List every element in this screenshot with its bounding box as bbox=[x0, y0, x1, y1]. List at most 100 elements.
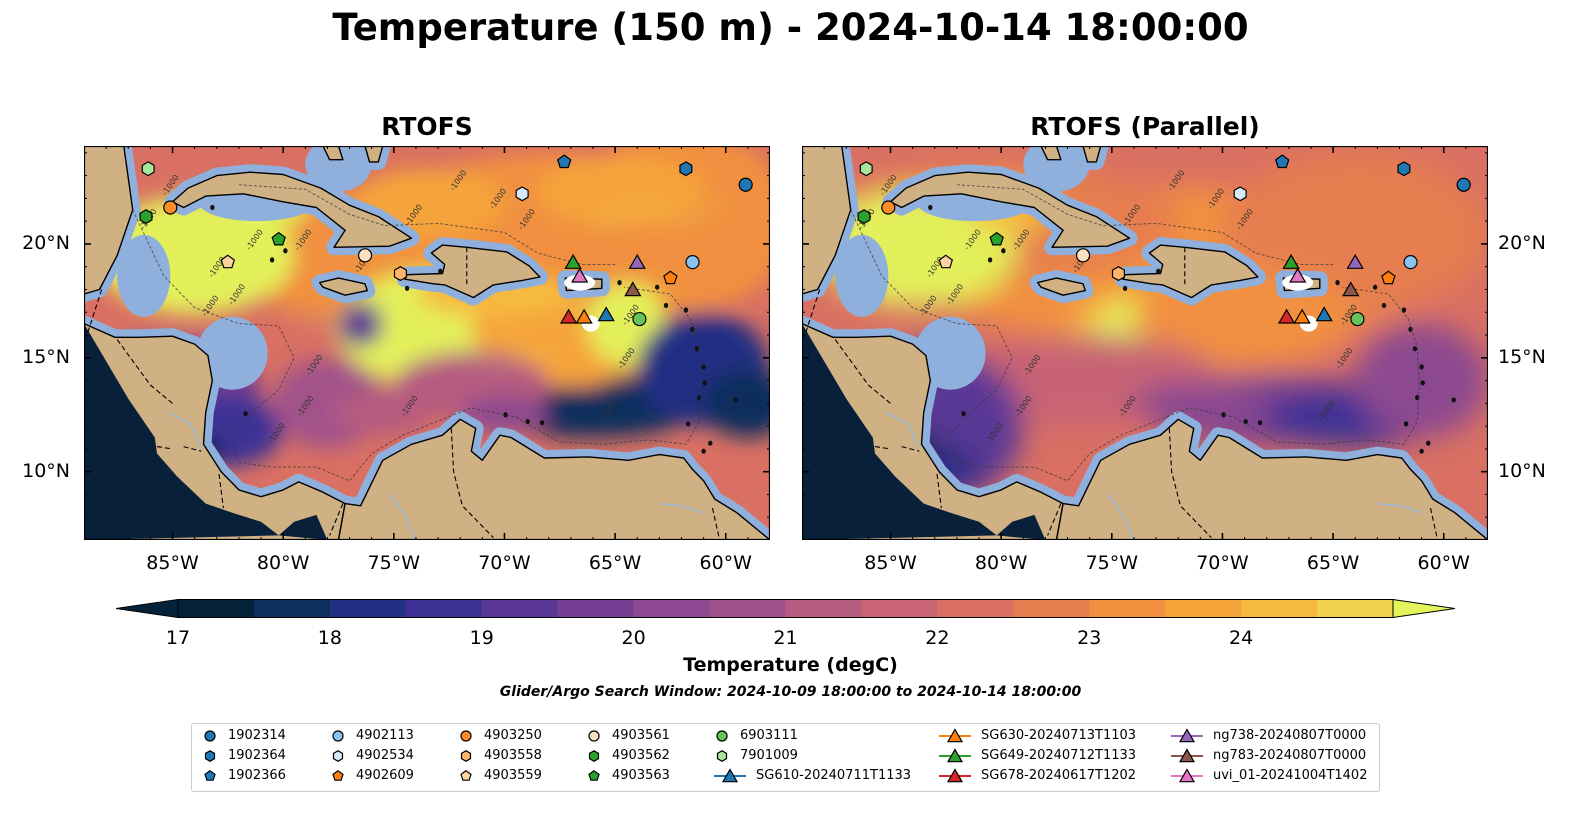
land-cuba bbox=[171, 171, 413, 249]
observation-marker-4903563 bbox=[989, 231, 1004, 246]
observation-marker-4903250 bbox=[163, 200, 178, 215]
colorbar-bin bbox=[253, 599, 331, 618]
legend-marker-icon bbox=[332, 750, 344, 762]
small-island bbox=[683, 307, 689, 313]
lat-tick-label: 15°N bbox=[22, 345, 70, 368]
small-island bbox=[1156, 268, 1161, 274]
legend-label: 1902314 bbox=[228, 728, 286, 743]
legend-label: 1902364 bbox=[228, 748, 286, 763]
lon-tick-label: 65°W bbox=[1306, 552, 1360, 574]
legend-marker-icon bbox=[1171, 748, 1203, 763]
colorbar-bin bbox=[1241, 599, 1318, 618]
river bbox=[659, 502, 704, 514]
small-island bbox=[1381, 302, 1387, 309]
observation-marker-4903562 bbox=[857, 209, 871, 225]
colorbar-tick-label: 17 bbox=[165, 627, 191, 649]
panel-title-rtofs: RTOFS bbox=[381, 112, 473, 141]
legend-label: 1902366 bbox=[228, 768, 286, 783]
small-island bbox=[694, 346, 700, 352]
river bbox=[167, 411, 202, 450]
country-border bbox=[1047, 503, 1062, 536]
observation-marker-4903561 bbox=[357, 248, 373, 263]
country-border bbox=[85, 289, 103, 338]
small-island bbox=[1412, 346, 1418, 352]
legend-label: uvi_01-20241004T1402 bbox=[1213, 768, 1368, 783]
eddy-swirl bbox=[371, 349, 550, 371]
temperature-blob bbox=[338, 300, 383, 347]
legend-marker-icon bbox=[716, 730, 728, 742]
colorbar-bin bbox=[785, 599, 863, 618]
legend-label: 4902534 bbox=[356, 748, 414, 763]
legend-marker-icon bbox=[588, 750, 600, 762]
temperature-blob bbox=[334, 389, 432, 436]
legend-label: SG649-20240712T1133 bbox=[981, 748, 1137, 763]
small-island bbox=[1001, 248, 1006, 254]
legend-label: SG610-20240711T1133 bbox=[756, 768, 912, 783]
colorbar-bin bbox=[709, 599, 787, 618]
map-content: -1000 -1000-1000-1000-1000-1000-1000-1000… bbox=[802, 146, 1488, 540]
shelf-area bbox=[914, 316, 986, 390]
lat-tick-label: 20°N bbox=[1498, 231, 1546, 254]
map-rtofs[interactable]: -1000 -1000-1000-1000-1000-1000-1000-1000… bbox=[84, 146, 770, 540]
country-border bbox=[183, 446, 202, 452]
river bbox=[1106, 494, 1135, 540]
small-island bbox=[1426, 440, 1431, 446]
legend-label: 4903558 bbox=[484, 748, 542, 763]
country-border bbox=[834, 339, 891, 404]
colorbar-bin bbox=[861, 599, 938, 618]
country-border bbox=[936, 473, 942, 509]
small-island bbox=[1420, 380, 1425, 386]
observation-marker-4903558 bbox=[1111, 266, 1125, 282]
observation-marker-1902314 bbox=[1456, 177, 1471, 192]
missing-data-patch bbox=[564, 274, 596, 291]
country-border bbox=[116, 339, 173, 404]
river bbox=[388, 494, 417, 540]
legend-label: 4903563 bbox=[612, 768, 670, 783]
colorbar-outline bbox=[177, 599, 1394, 618]
legend-marker-icon bbox=[460, 730, 472, 742]
small-island bbox=[654, 284, 660, 290]
legend-marker-icon bbox=[716, 750, 728, 762]
shelf-area bbox=[305, 146, 372, 192]
country-border bbox=[329, 503, 344, 536]
colorbar-bin bbox=[1165, 599, 1242, 618]
legend-label: SG678-20240617T1202 bbox=[981, 768, 1137, 783]
land-bahamas_a bbox=[1040, 146, 1062, 161]
observation-marker-4903561 bbox=[1075, 248, 1091, 263]
river bbox=[885, 411, 920, 450]
legend-marker-icon bbox=[204, 770, 216, 781]
temperature-blob bbox=[1133, 380, 1267, 427]
shelf-area bbox=[117, 234, 171, 317]
observation-marker-4902609 bbox=[663, 270, 678, 285]
lon-tick-label: 65°W bbox=[588, 552, 642, 574]
small-island bbox=[1221, 412, 1226, 418]
observation-marker-1902364 bbox=[679, 161, 693, 177]
small-island bbox=[733, 397, 738, 403]
observation-marker-4903563 bbox=[271, 231, 286, 246]
observation-marker-SG610-20240711T1133 bbox=[597, 306, 615, 322]
temperature-blob bbox=[703, 369, 770, 438]
legend-label: ng783-20240807T0000 bbox=[1213, 748, 1367, 763]
lat-tick-label: 20°N bbox=[22, 231, 70, 254]
map-rtofs-parallel[interactable]: -1000 -1000-1000-1000-1000-1000-1000-1000… bbox=[802, 146, 1488, 540]
axis-ticks bbox=[802, 146, 1488, 540]
small-island bbox=[1451, 397, 1456, 403]
colorbar-bin bbox=[937, 599, 1014, 618]
small-island bbox=[617, 280, 622, 286]
map-frame bbox=[84, 146, 770, 540]
colorbar-tick-label: 24 bbox=[1229, 627, 1254, 649]
land-south_america bbox=[1055, 418, 1488, 540]
map-frame bbox=[802, 146, 1488, 540]
small-island bbox=[243, 411, 248, 417]
observation-marker-6903111 bbox=[1350, 311, 1365, 327]
shelf-area bbox=[1023, 146, 1090, 192]
isobath-contour bbox=[132, 209, 702, 482]
small-island bbox=[987, 257, 993, 263]
legend-label: 4902609 bbox=[356, 768, 414, 783]
observation-marker-ng738-20240807T0000 bbox=[628, 253, 646, 269]
small-island bbox=[1372, 284, 1378, 290]
observation-marker-4903558 bbox=[393, 266, 407, 282]
land-bahamas_b bbox=[364, 146, 384, 163]
colorbar-under-extension bbox=[116, 599, 179, 618]
eddy-swirl bbox=[592, 201, 727, 228]
